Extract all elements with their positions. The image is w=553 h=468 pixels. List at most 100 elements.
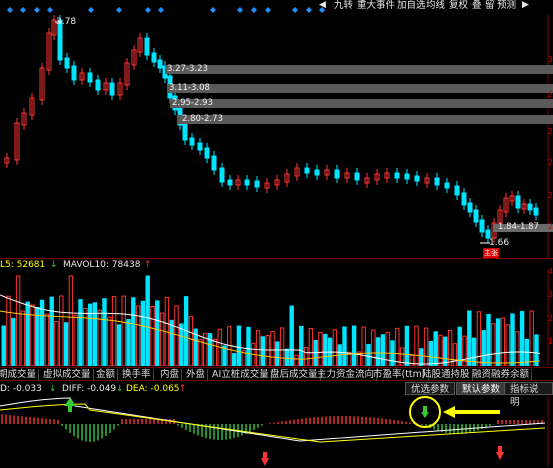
volume-bar: [505, 324, 510, 366]
candle-body: [515, 195, 521, 209]
volume-bar: [313, 339, 318, 366]
preferred-params-button[interactable]: 优选参数: [405, 382, 456, 395]
vol-ytick: 2: [547, 314, 553, 323]
vol-arrow-icon: ↓: [50, 260, 58, 270]
candle-body: [219, 167, 225, 183]
toolbar-overlay[interactable]: 叠: [472, 0, 482, 11]
event-diamond-icon: [210, 7, 216, 13]
volume-bar: [347, 351, 352, 366]
event-diamond-icon: [251, 7, 257, 13]
candle-body: [533, 207, 539, 216]
volume-bar: [457, 326, 462, 366]
event-marker[interactable]: 主张: [483, 248, 499, 258]
volume-bar: [510, 313, 515, 366]
candle-body: [284, 173, 290, 183]
candle-body: [479, 219, 485, 233]
tab-virtual-volume[interactable]: 虚拟成交量: [41, 369, 94, 381]
volume-bar: [419, 348, 424, 366]
candle-body: [211, 155, 217, 171]
toolbar-add-watchlist[interactable]: 加自选: [397, 0, 426, 11]
volume-bar: [179, 323, 184, 366]
tab-capital-flow[interactable]: 主力资金流向: [315, 369, 378, 381]
event-diamond-icon: [145, 7, 151, 13]
toolbar-jiuzhuan[interactable]: 九转: [334, 0, 354, 11]
toolbar-keep[interactable]: 留: [485, 0, 495, 11]
volume-bar: [193, 328, 198, 366]
tab-after-hours[interactable]: 盘后成交量: [268, 369, 321, 381]
pointer-arrow-icon: [443, 406, 500, 418]
tab-connect[interactable]: 陆股通持股: [420, 369, 473, 381]
highlight-circle-icon: [409, 396, 441, 428]
candle-body: [57, 19, 63, 61]
vol-label: L5: 52681: [0, 260, 46, 270]
toolbar-adjust[interactable]: 复权: [449, 0, 469, 11]
toolbar-forecast[interactable]: 预测: [497, 0, 517, 11]
tab-pe[interactable]: 市盈率(ttm): [371, 369, 429, 381]
volume-bar: [121, 295, 126, 366]
tab-volume[interactable]: 期成交量: [0, 369, 40, 381]
price-ytick: 2: [547, 191, 553, 200]
cross-arrow-icon: [421, 406, 429, 418]
volume-bar: [395, 327, 400, 366]
tab-ai-volume[interactable]: AI立桩成交量: [210, 369, 272, 381]
event-diamond-icon: [20, 7, 26, 13]
prev-arrow-icon[interactable]: ◀: [319, 0, 326, 10]
price-ytick: 2: [547, 158, 553, 167]
candle-body: [404, 173, 410, 180]
event-diamond-icon: [88, 7, 94, 13]
price-chart[interactable]: [0, 0, 553, 258]
tab-amount[interactable]: 金额: [94, 369, 119, 381]
volume-bar: [25, 301, 30, 366]
volume-bar: [332, 329, 338, 366]
macd-chart[interactable]: [0, 396, 553, 466]
volume-bar: [438, 334, 443, 366]
candle-body: [264, 182, 270, 189]
volume-bar: [414, 325, 419, 366]
volume-bar: [423, 327, 429, 366]
up-signal-arrow-icon: [496, 446, 504, 460]
volume-bar: [289, 305, 294, 366]
volume-bar: [203, 332, 208, 366]
diff-line: [0, 397, 546, 442]
volume-bar: [476, 311, 482, 366]
candle-body: [485, 229, 491, 239]
volume-ma-line: [0, 294, 541, 365]
candle-body: [189, 137, 195, 146]
toolbar-moving-average[interactable]: 均线: [426, 0, 446, 11]
separator: [0, 258, 553, 259]
candle-body: [384, 172, 390, 179]
candle-body: [394, 172, 400, 179]
candle-body: [144, 37, 150, 56]
volume-bar: [409, 355, 414, 366]
candle-body: [64, 57, 70, 69]
volume-bar: [231, 353, 237, 366]
price-ytick: 2: [547, 127, 553, 136]
tab-margin[interactable]: 融资融券余额: [470, 369, 533, 381]
candle-body: [503, 197, 509, 213]
candle-body: [374, 173, 380, 181]
indicator-help-button[interactable]: 指标说明: [504, 382, 553, 408]
mavol-label: MAVOL10: 78438: [63, 260, 141, 270]
chart-toolbar: ◀ 九转 重大事件 加自选 均线 复权 叠 留 预测 ▶: [0, 0, 553, 13]
volume-bar: [78, 299, 83, 366]
candle-body: [4, 157, 10, 164]
volume-bar: [399, 347, 405, 366]
candle-body: [334, 169, 340, 179]
toolbar-major-events[interactable]: 重大事件: [357, 0, 396, 11]
candle-body: [454, 185, 460, 196]
candle-body: [204, 147, 210, 159]
volume-bar: [159, 312, 165, 366]
next-arrow-icon[interactable]: ▶: [522, 0, 529, 10]
candle-body: [46, 32, 52, 71]
default-params-button[interactable]: 默认参数: [456, 382, 507, 395]
tab-outer[interactable]: 外盘: [184, 369, 209, 381]
volume-chart[interactable]: [0, 270, 553, 366]
diff-arrow-icon: ↓: [116, 384, 124, 394]
tab-inner[interactable]: 内盘: [158, 369, 183, 381]
candle-body: [182, 122, 188, 141]
volume-bar: [140, 300, 146, 366]
volume-bar: [342, 326, 347, 366]
macd-label: D: -0.033: [0, 384, 42, 394]
tab-turnover[interactable]: 换手率: [120, 369, 154, 381]
volume-bar: [246, 326, 251, 366]
